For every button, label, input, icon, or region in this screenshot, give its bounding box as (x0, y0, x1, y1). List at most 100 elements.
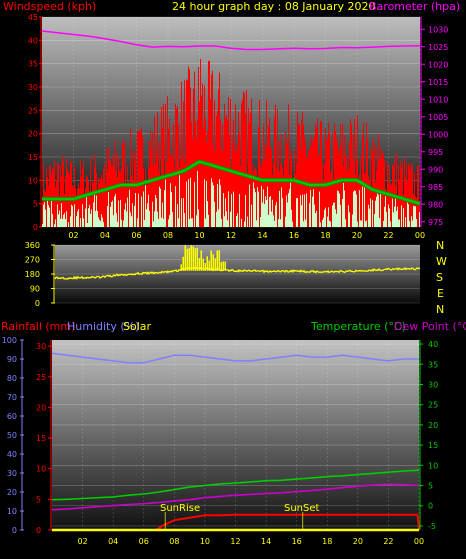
rainfall-tick-label: 25 (36, 373, 46, 382)
time-tick-label: 14 (257, 231, 267, 240)
humidity-tick-label: 0 (12, 526, 17, 535)
windspeed-axis: 0 5 10 15 20 25 30 35 40 45 (28, 13, 42, 232)
humidity-tick-label: 30 (7, 469, 17, 478)
dewpoint-line (51, 483, 420, 511)
graph-title: 24 hour graph day : 08 January 2020 (172, 0, 376, 13)
time-tick-label: 16 (292, 537, 302, 546)
direction-plot-background (55, 245, 420, 303)
temperature-tick-label: 10 (428, 461, 438, 470)
time-tick-label: 22 (383, 537, 393, 546)
temperature-plot-background (52, 340, 419, 530)
windspeed-tick-label: 0 (33, 223, 38, 232)
sunrise-label: SunRise (160, 503, 200, 514)
time-tick-label: 02 (77, 537, 87, 546)
windspeed-tick-label: 35 (28, 60, 38, 69)
humidity-tick-label: 90 (7, 355, 17, 364)
barometer-axis: 975 980 985 990 995 1000 1005 1010 1015 1020 1025 1… (420, 17, 448, 227)
rainfall-axis-title: Rainfall (mm) (1, 320, 75, 333)
rainfall-tick-label: 30 (36, 342, 46, 351)
rainfall-tick-label: 10 (36, 465, 46, 474)
humidity-tick-label: 70 (7, 393, 17, 402)
direction-tick-label: 0 (35, 299, 40, 308)
direction-grid (55, 244, 420, 304)
direction-tick-label: 360 (25, 241, 40, 250)
temperature-series-lines (51, 352, 420, 532)
barometer-line (41, 30, 421, 51)
windspeed-tick-label: 25 (28, 106, 38, 115)
time-tick-label: 10 (200, 537, 210, 546)
time-tick-label: 08 (163, 231, 173, 240)
time-tick-label: 06 (139, 537, 149, 546)
barometer-tick-label: 1010 (428, 95, 448, 104)
temperature-tick-label: 20 (428, 421, 438, 430)
wind-direction-panel: 0 90 180 270 360 N W S E N (25, 239, 447, 316)
wind-series-lines (41, 30, 421, 206)
solar-axis-title: Solar (123, 320, 152, 333)
time-tick-label: 14 (261, 537, 271, 546)
barometer-tick-label: 975 (428, 218, 443, 227)
rainfall-tick-label: 15 (36, 434, 46, 443)
time-tick-label: 18 (320, 231, 330, 240)
direction-tick-label: 180 (25, 270, 40, 279)
sunset-label: SunSet (284, 503, 320, 514)
time-axis-bottom: 02 04 06 08 10 12 14 16 18 20 22 00 (77, 537, 424, 546)
temperature-tick-label: 15 (428, 441, 438, 450)
rainfall-tick-label: 5 (36, 495, 41, 504)
wind-pressure-panel: Windspeed (kph) 24 hour graph day : 08 J… (3, 0, 460, 240)
barometer-tick-label: 985 (428, 183, 443, 192)
temperature-panel: Rainfall (mm) Humidity (%) Solar Tempera… (1, 320, 466, 546)
temperature-axis-title: Temperature (°C) (310, 320, 406, 333)
rainfall-axis: 0 5 10 15 20 25 30 (36, 340, 52, 535)
wind-lull-bars (42, 171, 420, 227)
direction-tick-label: 270 (25, 256, 40, 265)
windspeed-tick-label: 30 (28, 83, 38, 92)
windspeed-tick-label: 45 (28, 13, 38, 22)
compass-w: W (436, 255, 447, 268)
time-tick-label: 12 (230, 537, 240, 546)
windspeed-tick-label: 20 (28, 130, 38, 139)
humidity-axis: 0 10 20 30 40 50 60 70 80 90 100 (2, 336, 24, 535)
temperature-tick-label: 35 (428, 360, 438, 369)
barometer-tick-label: 1015 (428, 78, 448, 87)
time-tick-label: 20 (352, 231, 362, 240)
humidity-tick-label: 50 (7, 431, 17, 440)
time-tick-label: 16 (289, 231, 299, 240)
rainfall-tick-label: 0 (36, 526, 41, 535)
time-axis-top: 02 04 06 08 10 12 14 16 18 20 22 00 (68, 231, 425, 240)
time-tick-label: 04 (108, 537, 118, 546)
compass-legend: N W S E N (436, 239, 447, 316)
barometer-axis-title: Barometer (hpa) (369, 0, 460, 13)
direction-axis: 0 90 180 270 360 (25, 241, 55, 308)
humidity-tick-label: 80 (7, 374, 17, 383)
barometer-tick-label: 990 (428, 165, 443, 174)
humidity-tick-label: 100 (2, 336, 17, 345)
barometer-tick-label: 995 (428, 148, 443, 157)
time-tick-label: 20 (353, 537, 363, 546)
time-tick-label: 06 (131, 231, 141, 240)
compass-e: E (437, 287, 444, 300)
humidity-tick-label: 40 (7, 450, 17, 459)
windspeed-tick-label: 10 (28, 176, 38, 185)
barometer-tick-label: 1000 (428, 130, 448, 139)
temperature-axis: -5 0 5 10 15 20 25 30 35 40 (419, 340, 438, 531)
barometer-tick-label: 1020 (428, 60, 448, 69)
humidity-axis-title: Humidity (%) (67, 320, 139, 333)
time-tick-label: 10 (194, 231, 204, 240)
temperature-line (51, 469, 420, 501)
compass-s: S (436, 271, 443, 284)
direction-line (54, 266, 421, 280)
time-tick-label: 12 (226, 231, 236, 240)
temperature-tick-label: 5 (428, 482, 433, 491)
compass-n-top: N (436, 239, 444, 252)
windspeed-tick-label: 40 (28, 36, 38, 45)
direction-series (54, 245, 421, 280)
time-tick-label: 00 (414, 537, 424, 546)
compass-n-bottom: N (436, 303, 444, 316)
temperature-tick-label: 0 (428, 502, 433, 511)
rainfall-tick-label: 20 (36, 403, 46, 412)
temperature-tick-label: 30 (428, 380, 438, 389)
time-tick-label: 08 (169, 537, 179, 546)
humidity-line (51, 352, 419, 364)
